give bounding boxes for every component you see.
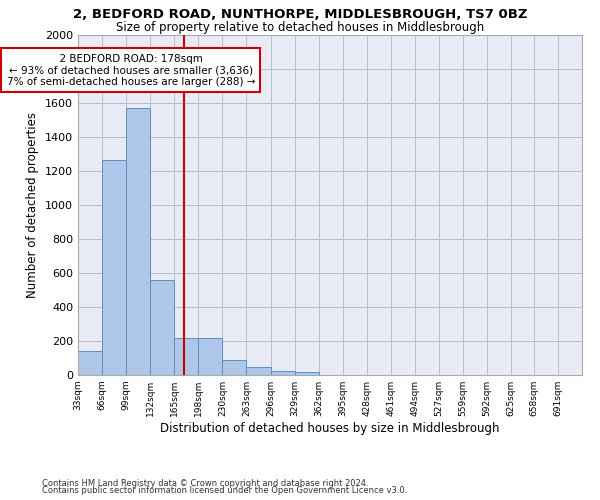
Bar <box>271 371 295 375</box>
Bar <box>223 360 247 375</box>
Y-axis label: Number of detached properties: Number of detached properties <box>26 112 40 298</box>
Text: 2 BEDFORD ROAD: 178sqm  
← 93% of detached houses are smaller (3,636)
7% of semi: 2 BEDFORD ROAD: 178sqm ← 93% of detached… <box>7 54 255 87</box>
Text: Contains HM Land Registry data © Crown copyright and database right 2024.: Contains HM Land Registry data © Crown c… <box>42 478 368 488</box>
Bar <box>78 351 102 375</box>
Bar <box>150 280 174 375</box>
Text: Contains public sector information licensed under the Open Government Licence v3: Contains public sector information licen… <box>42 486 407 495</box>
Bar <box>247 366 271 375</box>
Bar <box>199 338 223 375</box>
Bar <box>126 108 150 375</box>
Bar <box>102 160 126 375</box>
Text: Size of property relative to detached houses in Middlesbrough: Size of property relative to detached ho… <box>116 21 484 34</box>
X-axis label: Distribution of detached houses by size in Middlesbrough: Distribution of detached houses by size … <box>160 422 500 435</box>
Bar <box>174 338 199 375</box>
Text: 2, BEDFORD ROAD, NUNTHORPE, MIDDLESBROUGH, TS7 0BZ: 2, BEDFORD ROAD, NUNTHORPE, MIDDLESBROUG… <box>73 8 527 20</box>
Bar <box>295 372 319 375</box>
